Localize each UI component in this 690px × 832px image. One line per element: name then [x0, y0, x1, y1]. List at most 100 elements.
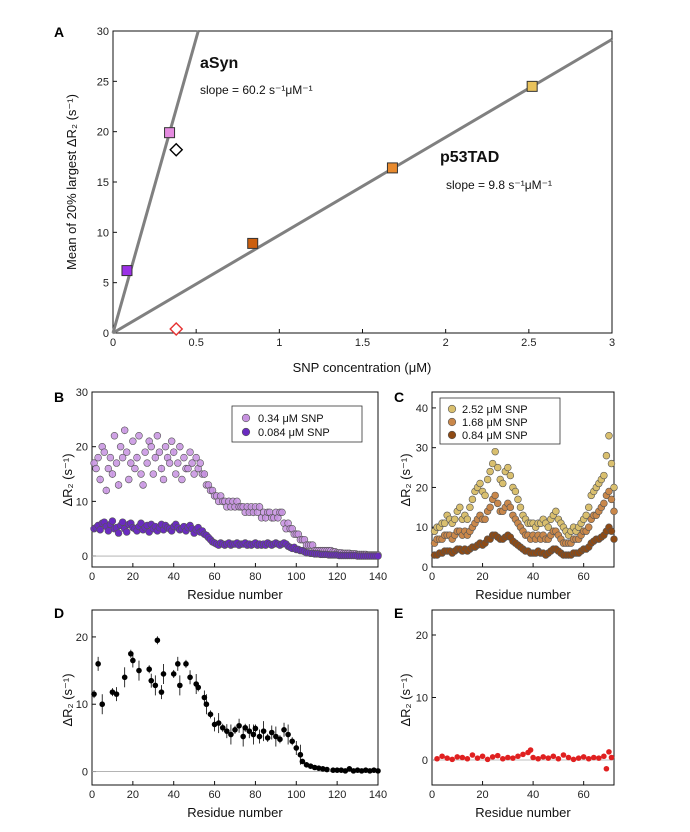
- panel-c-plot: 0 20 40 60 0 10 20 30 40 Residue number ΔR₂ (s⁻¹) 2…: [398, 391, 618, 602]
- data-point: [527, 747, 534, 753]
- data-point: [585, 523, 593, 531]
- data-point: [255, 503, 264, 511]
- legend-box: [231, 405, 363, 443]
- data-point: [180, 453, 188, 462]
- p53tad-label: p53TAD: [440, 149, 499, 166]
- data-point: [114, 529, 123, 537]
- data-point: [516, 503, 525, 512]
- data-point: [585, 503, 593, 512]
- asyn-label: aSyn: [200, 55, 238, 72]
- asyn-fit-line: [111, 30, 200, 334]
- data-point: [137, 470, 145, 478]
- data-point: [590, 754, 597, 761]
- data-point: [192, 453, 200, 462]
- data-point: [520, 751, 526, 758]
- data-point: [483, 475, 492, 484]
- data-point: [456, 503, 464, 512]
- data-point: [114, 481, 123, 489]
- data-point: [120, 426, 129, 434]
- data-point: [330, 767, 336, 773]
- data-point: [110, 432, 119, 440]
- legend-marker: [241, 427, 251, 437]
- y-axis-label: ΔR₂ (s⁻¹): [398, 673, 413, 726]
- data-point: [580, 754, 587, 760]
- y-tick-label: 20: [416, 630, 428, 642]
- data-point: [149, 470, 157, 478]
- data-point: [552, 507, 560, 516]
- data-point: [130, 657, 136, 664]
- data-point: [499, 755, 506, 762]
- y-axis-label: ΔR₂ (s⁻¹): [60, 453, 75, 506]
- data-point: [108, 517, 117, 525]
- plot-frame: [91, 391, 379, 568]
- control-diamond: [169, 142, 184, 157]
- data-point: [118, 453, 127, 462]
- data-point: [607, 527, 616, 535]
- data-point: [183, 661, 189, 667]
- data-point: [439, 753, 445, 760]
- data-point: [250, 731, 257, 738]
- data-point: [575, 755, 582, 761]
- data-point: [334, 767, 340, 773]
- y-axis-label: ΔR₂ (s⁻¹): [60, 673, 75, 726]
- data-point: [92, 464, 100, 473]
- data-point: [494, 499, 502, 508]
- legend-box: [439, 397, 561, 445]
- control-diamond: [169, 321, 184, 336]
- data-point: [91, 691, 97, 697]
- data-square: [386, 162, 398, 174]
- data-point: [540, 754, 547, 760]
- x-tick-label: 20: [127, 789, 139, 801]
- data-point: [550, 753, 557, 760]
- y-tick-label: 20: [76, 442, 88, 454]
- x-tick-label: 40: [168, 789, 180, 801]
- x-axis-label: Residue number: [187, 587, 283, 602]
- data-point: [104, 464, 113, 473]
- data-point: [434, 755, 440, 762]
- y-tick-label: 10: [416, 522, 428, 534]
- data-point: [514, 495, 522, 504]
- x-tick-label: 60: [578, 571, 590, 583]
- data-point: [324, 766, 330, 773]
- data-point: [203, 701, 210, 708]
- data-point: [95, 661, 101, 667]
- data-point: [375, 768, 381, 774]
- data-point: [481, 491, 489, 500]
- data-point: [147, 442, 155, 451]
- data-point: [100, 448, 108, 456]
- data-point: [116, 442, 125, 451]
- data-point: [184, 464, 192, 473]
- data-point: [154, 637, 161, 644]
- panel-e-plot: 0 20 40 60 0 10 20 Residue number ΔR₂ (s⁻¹): [398, 609, 615, 820]
- x-tick-label: 60: [578, 789, 590, 801]
- data-point: [123, 448, 131, 456]
- data-point: [158, 689, 165, 695]
- x-axis-label: Residue number: [475, 805, 571, 820]
- data-point: [129, 437, 137, 445]
- data-point: [606, 749, 612, 755]
- data-point: [172, 470, 180, 478]
- data-point: [585, 755, 592, 762]
- panel-b-plot: 0 20 40 60 80 100 120 140 0 10 20 30 Residue number Δ…: [60, 387, 387, 602]
- data-point: [94, 453, 102, 462]
- data-point: [108, 470, 117, 478]
- data-point: [268, 729, 275, 736]
- data-point: [277, 736, 283, 743]
- y-tick-label: 0: [422, 562, 428, 574]
- x-tick-label: 0: [429, 571, 435, 583]
- data-point: [201, 694, 208, 701]
- y-tick-label: 25: [97, 76, 109, 88]
- x-tick-label: 60: [208, 571, 220, 583]
- data-point: [196, 459, 204, 467]
- data-point: [118, 518, 127, 526]
- data-point: [582, 511, 590, 519]
- data-point: [96, 475, 104, 484]
- x-tick-label: 0: [89, 571, 95, 583]
- data-point: [494, 463, 502, 472]
- data-point: [494, 752, 501, 759]
- plot-frame: [91, 609, 379, 786]
- data-point: [224, 728, 230, 734]
- data-point: [112, 459, 121, 467]
- y-axis-label: Mean of 20% largest ΔR₂ (s⁻¹): [64, 94, 79, 270]
- legend-label: 0.084 μM SNP: [258, 427, 330, 439]
